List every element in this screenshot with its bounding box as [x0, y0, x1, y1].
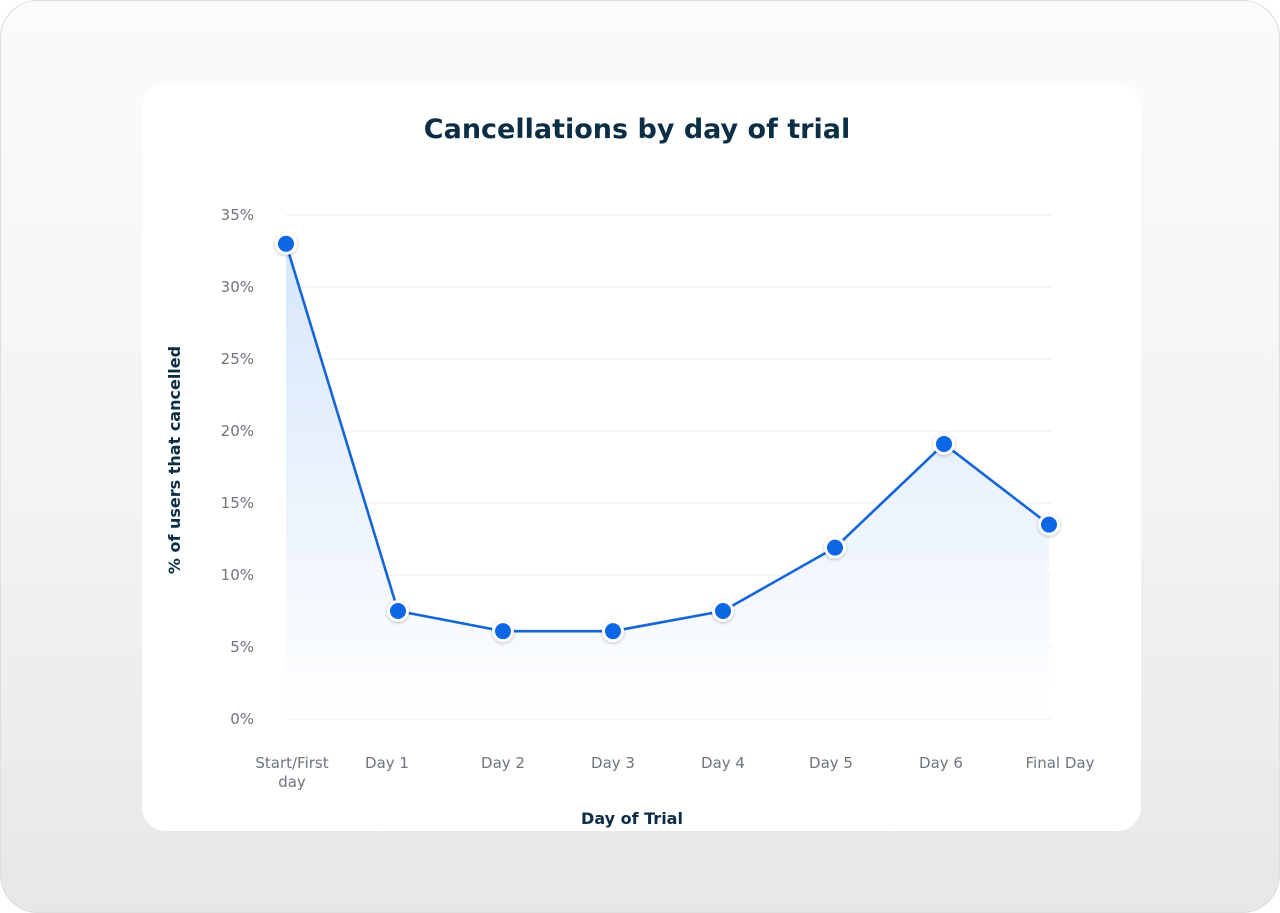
line-chart: Cancellations by day of trial 0% 5% 10% 15%…: [165, 114, 1095, 828]
y-tick-label: 10%: [221, 566, 254, 584]
x-tick-label: Start/First day: [255, 754, 328, 791]
y-tick-label: 35%: [221, 206, 254, 224]
data-point: [387, 600, 409, 622]
x-axis-ticks: Start/First day Day 1 Day 2 Day 3 Day 4 Day 5 D…: [255, 754, 1094, 791]
data-point: [712, 600, 734, 622]
x-tick-label: Final Day: [1026, 754, 1095, 772]
y-tick-label: 5%: [230, 638, 254, 656]
y-axis-label: % of users that cancelled: [165, 346, 184, 574]
series-line: [284, 242, 1051, 633]
chart-card: Cancellations by day of trial 0% 5% 10% 15%…: [142, 83, 1141, 831]
x-tick-label: Day 2: [481, 754, 525, 772]
y-tick-label: 15%: [221, 494, 254, 512]
x-tick-label: Day 3: [591, 754, 635, 772]
x-tick-label: Day 6: [919, 754, 963, 772]
x-tick-label: Day 5: [809, 754, 853, 772]
x-tick-label: Day 4: [701, 754, 745, 772]
y-tick-label: 0%: [230, 710, 254, 728]
data-point: [275, 232, 297, 255]
data-point: [824, 536, 846, 559]
x-tick-label: Day 1: [365, 754, 409, 772]
x-axis-label: Day of Trial: [581, 809, 683, 828]
data-point: [933, 432, 955, 455]
data-point: [492, 620, 514, 643]
y-tick-label: 25%: [221, 350, 254, 368]
data-point: [602, 620, 624, 643]
chart-title: Cancellations by day of trial: [424, 114, 850, 145]
y-tick-label: 30%: [221, 278, 254, 296]
data-points: [275, 232, 1060, 643]
series-area-fill: [286, 243, 1049, 720]
data-point: [1038, 513, 1060, 536]
y-axis-ticks: 0% 5% 10% 15% 20% 25% 30% 35%: [221, 206, 254, 728]
y-tick-label: 20%: [221, 422, 254, 440]
